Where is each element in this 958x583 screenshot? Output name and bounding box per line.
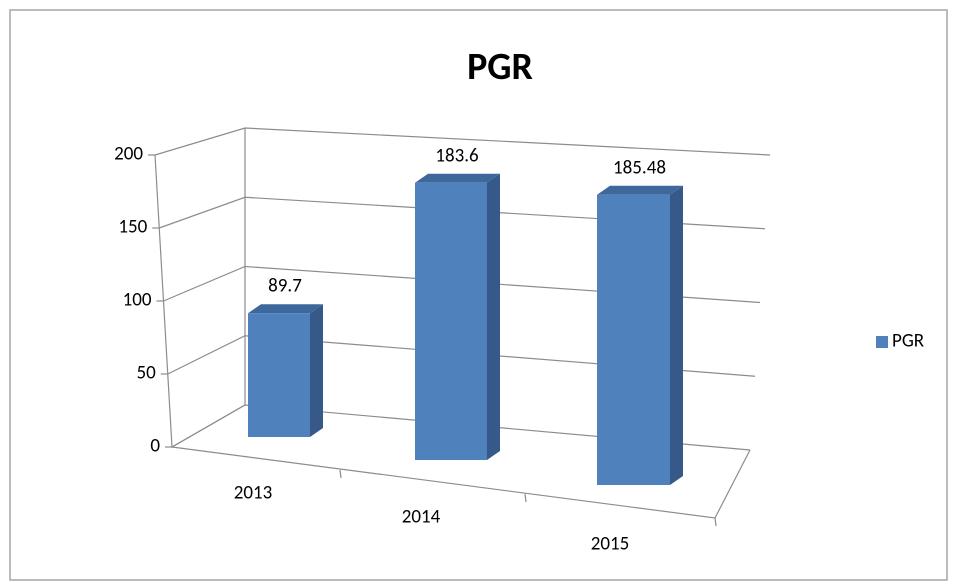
y-tick-label: 200 xyxy=(114,143,143,166)
y-tick-label: 150 xyxy=(118,216,147,239)
y-tick-label: 50 xyxy=(136,362,156,385)
bar-front xyxy=(415,182,487,460)
bar xyxy=(597,185,683,485)
axis-tick xyxy=(524,493,527,503)
bar-front xyxy=(248,313,310,437)
data-label: 183.6 xyxy=(435,144,478,167)
bar-top xyxy=(415,173,500,183)
axis-tick xyxy=(714,517,717,527)
bar xyxy=(248,304,323,437)
bar-front xyxy=(597,194,670,485)
bar-side xyxy=(670,185,683,485)
bar-top xyxy=(597,185,683,195)
x-tick-label: 2013 xyxy=(234,482,273,505)
bar-top xyxy=(248,304,323,314)
grid-line xyxy=(163,265,761,304)
x-tick-label: 2015 xyxy=(591,533,630,556)
axis-tick xyxy=(339,469,342,479)
bar xyxy=(415,173,500,460)
x-tick-label: 2014 xyxy=(402,506,441,529)
data-label: 89.7 xyxy=(268,275,302,298)
grid-line xyxy=(167,335,756,377)
legend-label: PGR xyxy=(892,330,925,353)
legend-swatch xyxy=(876,336,888,348)
y-tick-label: 100 xyxy=(123,289,152,312)
chart-title: PGR xyxy=(467,44,533,90)
bar-side xyxy=(487,173,500,460)
grid-line xyxy=(159,196,766,230)
bar-side xyxy=(310,304,323,437)
data-label: 185.48 xyxy=(613,156,666,179)
grid-line xyxy=(171,404,751,451)
y-tick-label: 0 xyxy=(150,435,160,458)
grid-line xyxy=(154,127,771,156)
